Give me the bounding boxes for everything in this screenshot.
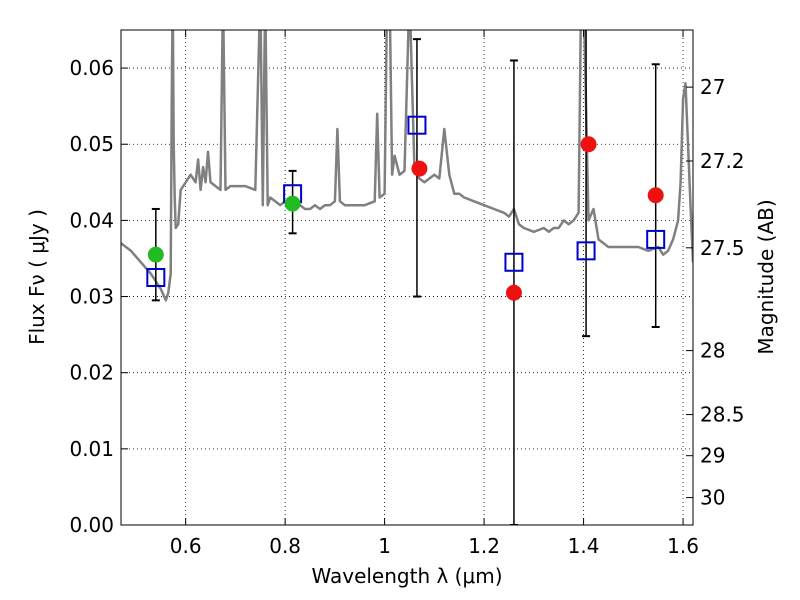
y2-tick-label: 28.5: [700, 403, 745, 427]
y-tick-label: 0.05: [69, 132, 114, 156]
x-tick-label: 0.8: [269, 534, 301, 558]
model-flux-square: [407, 115, 427, 135]
y-tick-label: 0.03: [69, 285, 114, 309]
spectrum-line: [121, 30, 693, 302]
model-flux-square: [146, 268, 166, 287]
x-axis-label: Wavelength λ (μm): [311, 564, 502, 588]
y2-tick-label: 27.2: [700, 149, 745, 173]
y2-axis: 27 27.2 27.5 28 28.5 29 30: [686, 75, 745, 510]
plot-frame: [120, 29, 694, 526]
y2-tick-label: 27: [700, 75, 725, 99]
red-data-point: [505, 284, 522, 301]
y-axis-label: Flux Fν ( μJy ): [25, 209, 49, 345]
red-data-point: [580, 136, 597, 153]
x-tick-label: 0.6: [170, 534, 202, 558]
x-axis: 0.6 0.8 1 1.2 1.4 1.6: [170, 30, 699, 558]
marker-layer: [146, 115, 666, 301]
detection-point: [284, 195, 301, 212]
model-flux-square: [646, 229, 666, 249]
y-tick-label: 0.02: [69, 361, 114, 385]
y2-tick-label: 29: [700, 444, 725, 468]
x-tick-label: 1.4: [568, 534, 600, 558]
y2-tick-label: 30: [700, 486, 725, 510]
model-flux-square: [576, 241, 596, 261]
x-tick-label: 1.6: [667, 534, 699, 558]
red-data-point: [647, 187, 664, 204]
y-tick-label: 0.01: [69, 437, 114, 461]
y-axis: 0.00 0.01 0.02 0.03 0.04 0.05 0.06: [69, 56, 128, 537]
x-tick-label: 1: [378, 534, 391, 558]
red-data-point: [411, 160, 428, 177]
y-tick-label: 0.06: [69, 56, 114, 80]
y2-axis-label: Magnitude (AB): [754, 199, 778, 354]
y2-tick-label: 27.5: [700, 236, 745, 260]
spectrum-layer: [121, 30, 693, 302]
y-tick-label: 0.04: [69, 208, 114, 232]
y-tick-label: 0.00: [69, 513, 114, 537]
model-flux-square: [504, 252, 524, 272]
detection-point: [147, 246, 164, 263]
x-tick-label: 1.2: [468, 534, 500, 558]
y2-tick-label: 28: [700, 339, 725, 363]
